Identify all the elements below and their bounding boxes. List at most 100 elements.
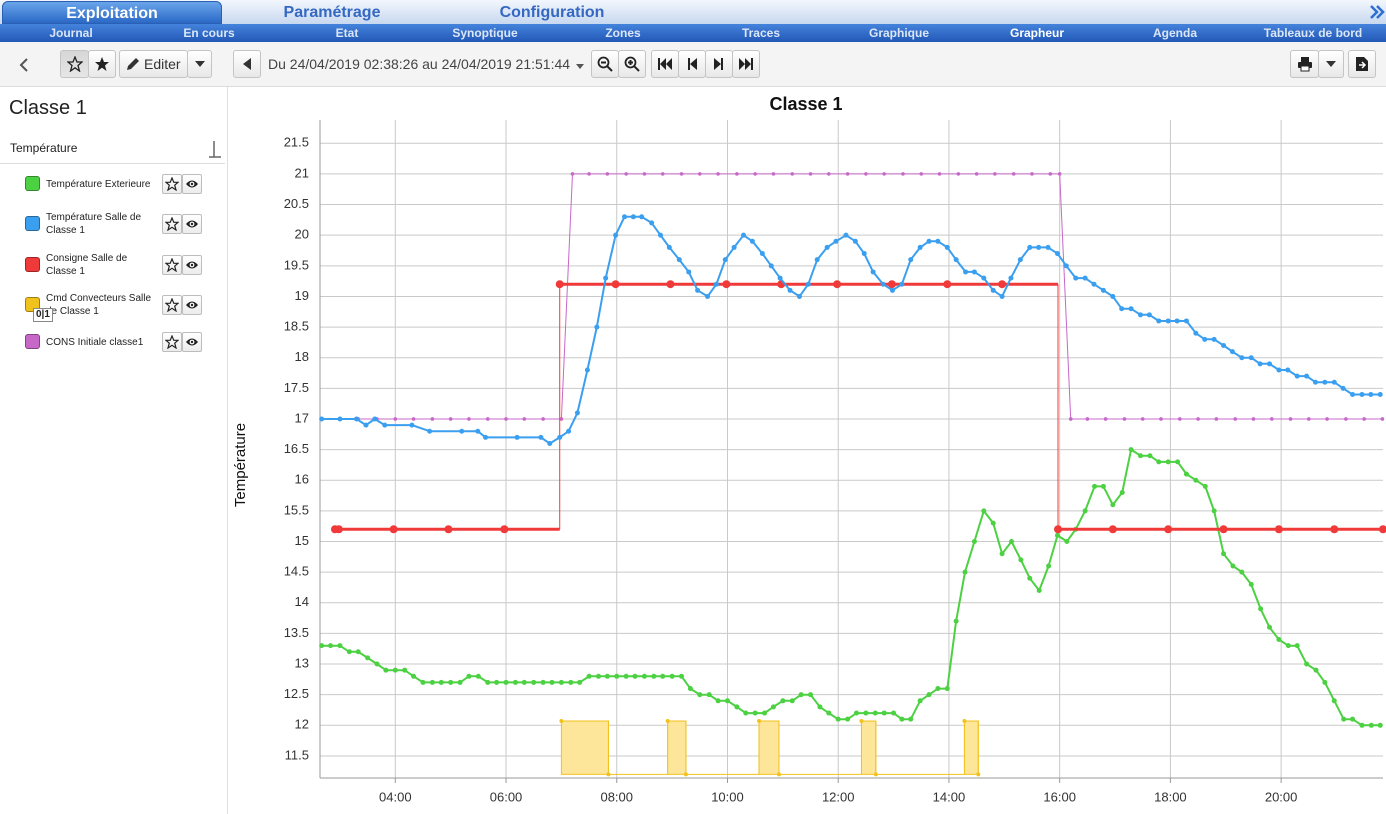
visibility-button[interactable] — [182, 255, 202, 275]
data-point — [392, 667, 398, 673]
data-point — [937, 172, 942, 176]
favorite-button[interactable] — [162, 295, 182, 315]
print-dropdown[interactable] — [1318, 50, 1344, 78]
data-point — [861, 251, 867, 257]
visibility-button[interactable] — [182, 295, 202, 315]
nav-item[interactable]: Journal — [49, 26, 93, 40]
data-point — [749, 238, 755, 244]
data-point — [1165, 459, 1171, 465]
tab[interactable]: Paramétrage — [283, 4, 381, 21]
data-point — [716, 172, 720, 176]
data-point — [427, 428, 433, 434]
zoom-out-button[interactable] — [591, 50, 619, 78]
star-filled-button[interactable] — [88, 50, 116, 78]
data-point — [1341, 716, 1347, 722]
favorite-button[interactable] — [162, 214, 182, 234]
nav-item[interactable]: Tableaux de bord — [1263, 26, 1363, 40]
data-point — [639, 214, 645, 220]
data-point — [1248, 581, 1254, 587]
data-point — [944, 244, 950, 250]
last-button[interactable] — [732, 50, 760, 78]
nav-item[interactable]: En cours — [183, 26, 235, 40]
data-point — [713, 281, 719, 287]
data-point — [735, 172, 739, 176]
data-point — [752, 710, 758, 716]
data-point — [757, 719, 762, 724]
back-icon[interactable] — [17, 57, 31, 73]
pulse-area — [860, 720, 877, 775]
data-point — [1257, 361, 1263, 367]
favorite-button[interactable] — [162, 255, 182, 275]
edit-button[interactable]: Editer — [119, 50, 188, 78]
visibility-button[interactable] — [182, 174, 202, 194]
nav-item[interactable]: Traces — [741, 26, 781, 40]
data-point — [1140, 417, 1145, 421]
nav-item[interactable]: Etat — [335, 26, 359, 40]
star-outline-button[interactable] — [60, 50, 89, 78]
group-title[interactable]: Température — [10, 141, 78, 155]
data-point — [1340, 385, 1346, 391]
edit-dropdown[interactable] — [187, 50, 212, 78]
favorite-button[interactable] — [162, 174, 182, 194]
data-point — [1147, 453, 1153, 459]
data-point — [817, 704, 823, 710]
x-tick-label: 18:00 — [1154, 789, 1187, 804]
data-point — [466, 673, 472, 679]
data-point — [623, 673, 629, 679]
tab[interactable]: Exploitation — [2, 1, 222, 24]
tab[interactable]: Configuration — [499, 4, 605, 21]
data-point — [1214, 417, 1219, 421]
data-point — [521, 679, 527, 685]
data-point — [1027, 244, 1033, 250]
data-point — [485, 417, 490, 421]
nav-item[interactable]: Synoptique — [452, 26, 518, 40]
date-caret[interactable] — [576, 64, 584, 69]
visibility-button[interactable] — [182, 214, 202, 234]
favorite-button[interactable] — [162, 332, 182, 352]
data-point — [1221, 551, 1227, 557]
data-point — [624, 172, 628, 176]
data-point — [1068, 417, 1073, 421]
data-point — [1027, 575, 1033, 581]
first-button[interactable] — [651, 50, 679, 78]
nav-item[interactable]: Graphique — [868, 26, 929, 40]
date-range[interactable]: Du 24/04/2019 02:38:26 au 24/04/2019 21:… — [268, 56, 571, 72]
data-point — [606, 772, 611, 777]
print-button[interactable] — [1290, 50, 1319, 78]
legend-swatch — [25, 216, 40, 231]
data-point — [559, 719, 564, 724]
data-point — [1046, 563, 1052, 569]
data-point — [411, 673, 417, 679]
data-point — [660, 673, 666, 679]
zoom-in-button[interactable] — [618, 50, 646, 78]
axis-icon[interactable] — [207, 140, 223, 160]
data-point — [1119, 489, 1125, 495]
step-back-button[interactable] — [678, 50, 706, 78]
data-point — [1350, 716, 1356, 722]
nav-item[interactable]: Agenda — [1152, 26, 1197, 40]
star-icon — [165, 217, 179, 231]
data-point — [1082, 508, 1088, 514]
data-point — [845, 716, 851, 722]
visibility-button[interactable] — [182, 332, 202, 352]
data-point — [1175, 459, 1181, 465]
export-button[interactable] — [1348, 50, 1376, 78]
data-point — [919, 172, 924, 176]
more-icon[interactable] — [1368, 3, 1386, 21]
pulse-area — [758, 720, 780, 775]
data-point — [457, 679, 463, 685]
nav-item[interactable]: Zones — [605, 26, 641, 40]
data-point — [570, 172, 575, 176]
step-forward-button[interactable] — [705, 50, 733, 78]
data-point — [722, 257, 728, 263]
data-point — [538, 434, 544, 440]
data-point — [549, 679, 555, 685]
data-point — [444, 525, 453, 534]
data-point — [768, 263, 774, 269]
data-point — [1183, 471, 1189, 477]
legend-item: CONS Initiale classe1 — [0, 324, 227, 360]
nav-item[interactable]: Grapheur — [1009, 26, 1064, 40]
data-point — [1312, 379, 1318, 385]
previous-button[interactable] — [233, 50, 261, 78]
data-point — [382, 422, 388, 428]
